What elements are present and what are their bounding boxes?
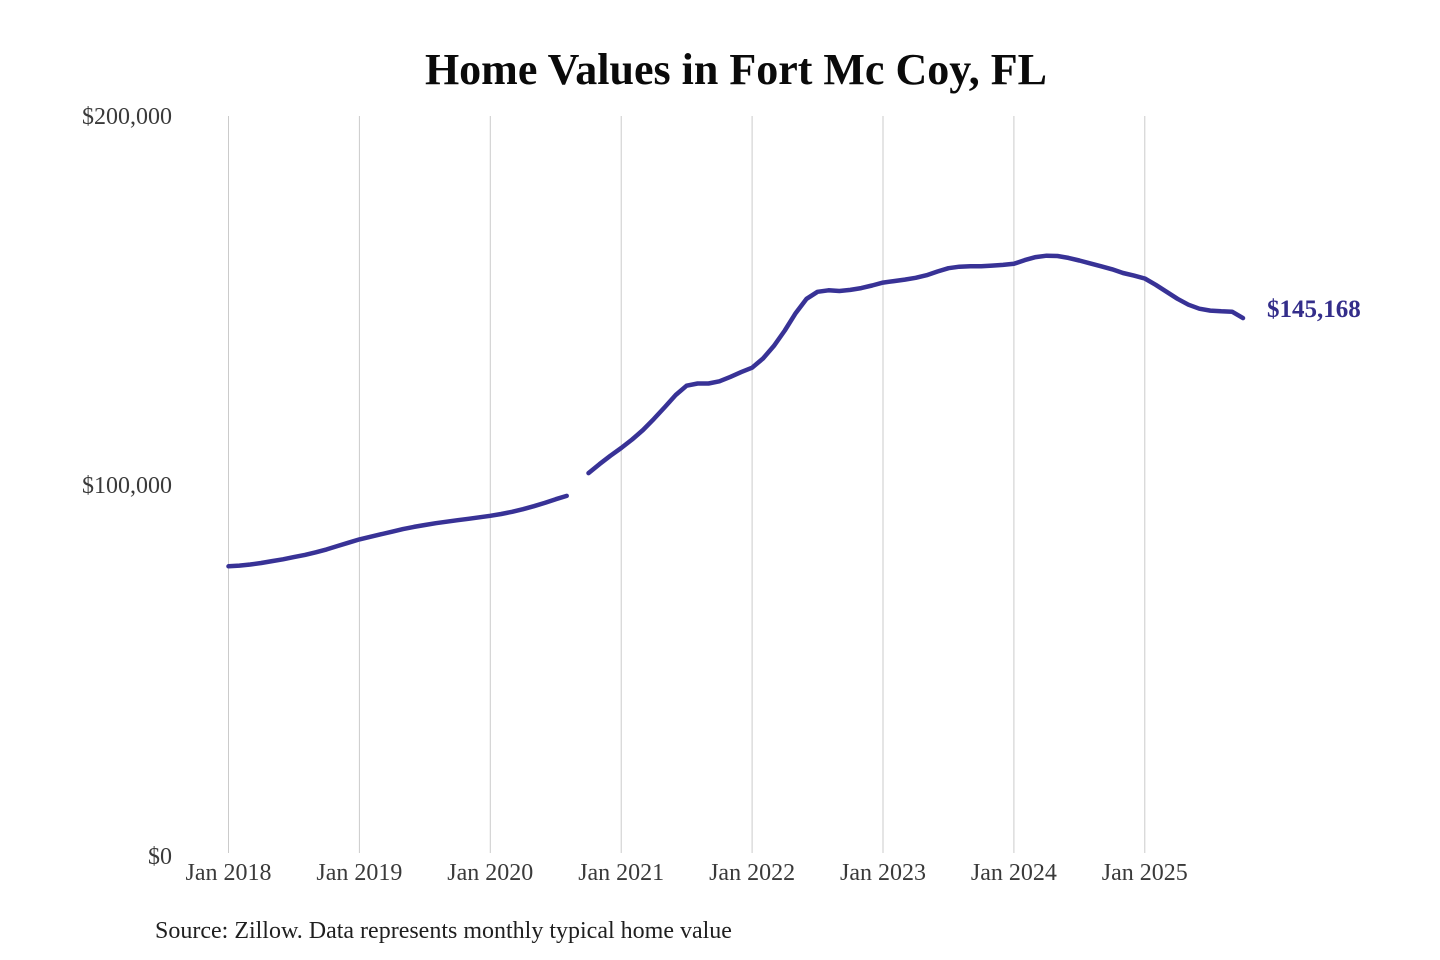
x-tick-label: Jan 2018 — [186, 860, 272, 886]
source-note: Source: Zillow. Data represents monthly … — [155, 918, 732, 944]
x-tick-label: Jan 2019 — [316, 860, 402, 886]
y-tick-100000: $100,000 — [82, 473, 172, 499]
y-axis-tick-labels: $200,000 $100,000 $0 — [82, 104, 172, 870]
x-tick-label: Jan 2021 — [578, 860, 664, 886]
y-tick-200000: $200,000 — [82, 104, 172, 130]
x-tick-label: Jan 2025 — [1102, 860, 1188, 886]
x-tick-label: Jan 2023 — [840, 860, 926, 886]
x-axis-tick-labels: Jan 2018 Jan 2019 Jan 2020 Jan 2021 Jan 2022… — [186, 860, 1188, 886]
latest-value-label: $145,168 — [1267, 296, 1361, 323]
x-tick-label: Jan 2022 — [709, 860, 795, 886]
home-value-series-line — [226, 253, 1246, 569]
chart-title: Home Values in Fort Mc Coy, FL — [425, 45, 1047, 94]
y-tick-0: $0 — [148, 844, 172, 870]
vertical-gridlines — [228, 116, 1146, 853]
x-tick-label: Jan 2024 — [971, 860, 1057, 886]
x-tick-label: Jan 2020 — [447, 860, 533, 886]
